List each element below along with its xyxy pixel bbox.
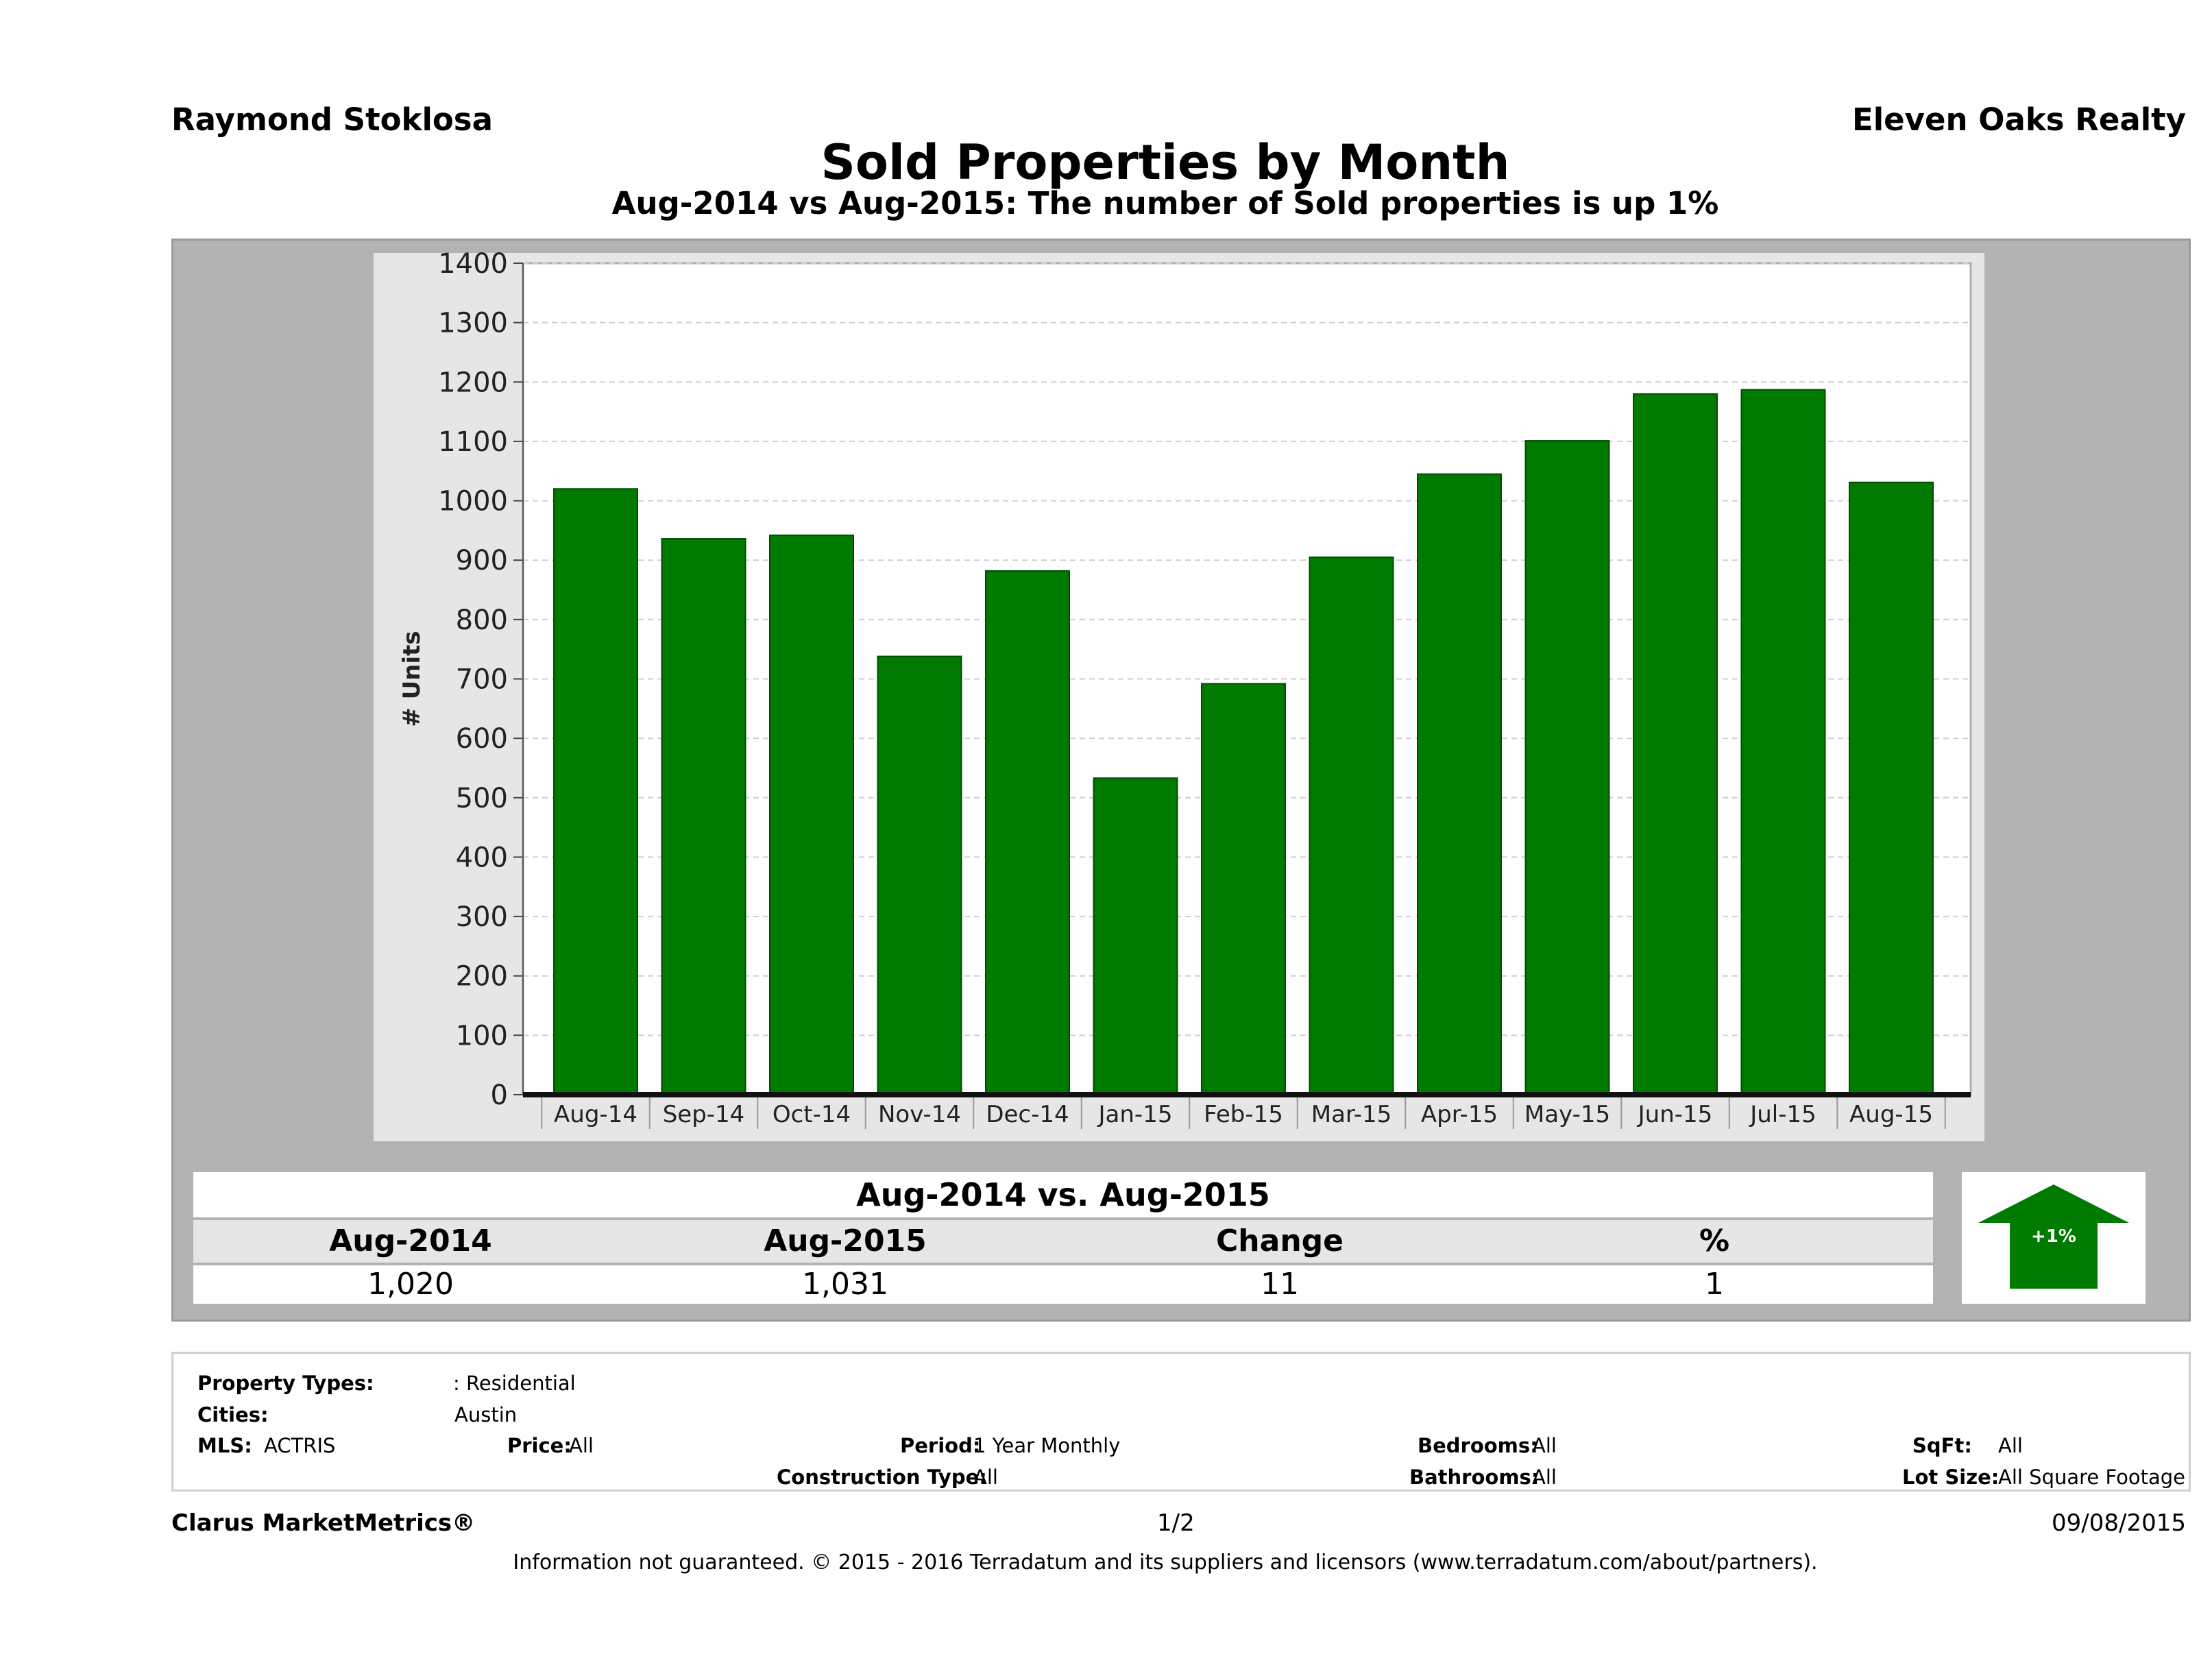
- mls-label: MLS:: [197, 1434, 252, 1457]
- construction-type-label: Construction Type:: [777, 1466, 987, 1489]
- y-tick-label: 900: [456, 545, 508, 576]
- cities-value: Austin: [454, 1403, 518, 1426]
- y-tick-label: 1200: [438, 367, 508, 398]
- y-tick-label: 200: [456, 961, 508, 993]
- header-aug-2015: Aug-2015: [764, 1224, 927, 1258]
- bar-Nov-14: [877, 655, 962, 1095]
- mls-value: ACTRIS: [264, 1434, 336, 1457]
- bar-Feb-15: [1201, 683, 1286, 1095]
- cities-label: Cities:: [197, 1403, 269, 1426]
- y-tick-label: 300: [456, 901, 508, 933]
- header-change: Change: [1216, 1224, 1344, 1258]
- change-arrow-box: +1%: [1962, 1172, 2146, 1304]
- property-types-label: Property Types:: [197, 1372, 374, 1395]
- bathrooms-label: Bathrooms:: [1409, 1466, 1540, 1489]
- price-label: Price:: [507, 1434, 572, 1457]
- disclaimer: Information not guaranteed. © 2015 - 201…: [513, 1551, 1818, 1574]
- x-tick-label: Feb-15: [1204, 1101, 1283, 1128]
- x-tick-label: Dec-14: [986, 1101, 1069, 1128]
- value-aug-2014: 1,020: [367, 1267, 454, 1302]
- up-arrow-icon: +1%: [1978, 1184, 2129, 1289]
- sqft-value: All: [1998, 1434, 2023, 1457]
- x-tick-label: Aug-14: [554, 1101, 637, 1128]
- bar-Jun-15: [1633, 393, 1718, 1095]
- period-value: 1 Year Monthly: [973, 1434, 1121, 1457]
- chart-title: Sold Properties by Month: [821, 134, 1510, 191]
- agent-name: Raymond Stoklosa: [171, 101, 493, 138]
- x-tick-label: Mar-15: [1311, 1101, 1392, 1128]
- y-tick-label: 1300: [438, 308, 508, 339]
- x-tick-label: Jul-15: [1749, 1101, 1816, 1128]
- value-aug-2015: 1,031: [802, 1267, 888, 1302]
- y-tick-label: 1100: [438, 426, 508, 458]
- company-name: Eleven Oaks Realty: [1851, 101, 2186, 138]
- header-percent: %: [1699, 1224, 1730, 1258]
- bar-Jan-15: [1093, 777, 1178, 1096]
- bedrooms-value: All: [1532, 1434, 1557, 1457]
- bar-Dec-14: [985, 570, 1070, 1095]
- bar-Aug-14: [553, 488, 638, 1095]
- x-tick-label: Jan-15: [1097, 1101, 1173, 1128]
- x-tick-label: Aug-15: [1849, 1101, 1933, 1128]
- y-tick-label: 400: [456, 842, 508, 873]
- bathrooms-value: All: [1532, 1466, 1557, 1489]
- x-tick-label: Jun-15: [1637, 1101, 1713, 1128]
- y-tick-label: 600: [456, 723, 508, 755]
- bar-Apr-15: [1417, 473, 1502, 1095]
- x-tick-label: Sep-14: [663, 1101, 745, 1128]
- bar-Jul-15: [1740, 389, 1826, 1095]
- header-aug-2014: Aug-2014: [329, 1224, 492, 1258]
- value-change: 11: [1261, 1267, 1299, 1302]
- y-tick-label: 1400: [438, 248, 508, 280]
- x-tick-label: Nov-14: [878, 1101, 961, 1128]
- x-tick-label: May-15: [1524, 1101, 1610, 1128]
- y-axis-title: # Units: [398, 631, 426, 727]
- period-label: Period:: [900, 1434, 981, 1457]
- report-date: 09/08/2015: [2052, 1509, 2186, 1537]
- summary-title: Aug-2014 vs. Aug-2015: [193, 1172, 1933, 1217]
- x-tick-label: Oct-14: [773, 1101, 851, 1128]
- y-tick-label: 800: [456, 605, 508, 636]
- y-tick-label: 700: [456, 664, 508, 696]
- footer-brand: Clarus MarketMetrics®: [171, 1509, 476, 1537]
- filters-box: Property Types: : Residential Cities: Au…: [171, 1352, 2191, 1492]
- lot-size-label: Lot Size:: [1902, 1466, 2000, 1489]
- bar-Aug-15: [1849, 481, 1934, 1095]
- property-types-value: : Residential: [453, 1372, 576, 1395]
- y-tick-label: 100: [456, 1020, 508, 1051]
- bar-Sep-14: [661, 538, 746, 1095]
- bedrooms-label: Bedrooms:: [1418, 1434, 1538, 1457]
- price-value: All: [569, 1434, 594, 1457]
- bar-Mar-15: [1309, 556, 1394, 1095]
- y-tick-label: 0: [491, 1080, 508, 1111]
- y-tick-label: 1000: [438, 486, 508, 518]
- construction-type-value: All: [973, 1466, 998, 1489]
- summary-value-row: 1,020 1,031 11 1: [193, 1265, 1933, 1304]
- sqft-label: SqFt:: [1912, 1434, 1972, 1457]
- y-tick-label: 500: [456, 783, 508, 814]
- chart-subtitle: Aug-2014 vs Aug-2015: The number of Sold…: [611, 185, 1719, 221]
- value-percent: 1: [1705, 1267, 1724, 1302]
- lot-size-value: All Square Footage: [1998, 1466, 2186, 1489]
- bar-May-15: [1524, 440, 1610, 1095]
- page-number: 1/2: [1157, 1509, 1195, 1537]
- change-badge: +1%: [2031, 1226, 2076, 1247]
- bar-Oct-14: [769, 534, 854, 1095]
- x-tick-label: Apr-15: [1421, 1101, 1498, 1128]
- summary-header-row: Aug-2014 Aug-2015 Change %: [193, 1220, 1933, 1263]
